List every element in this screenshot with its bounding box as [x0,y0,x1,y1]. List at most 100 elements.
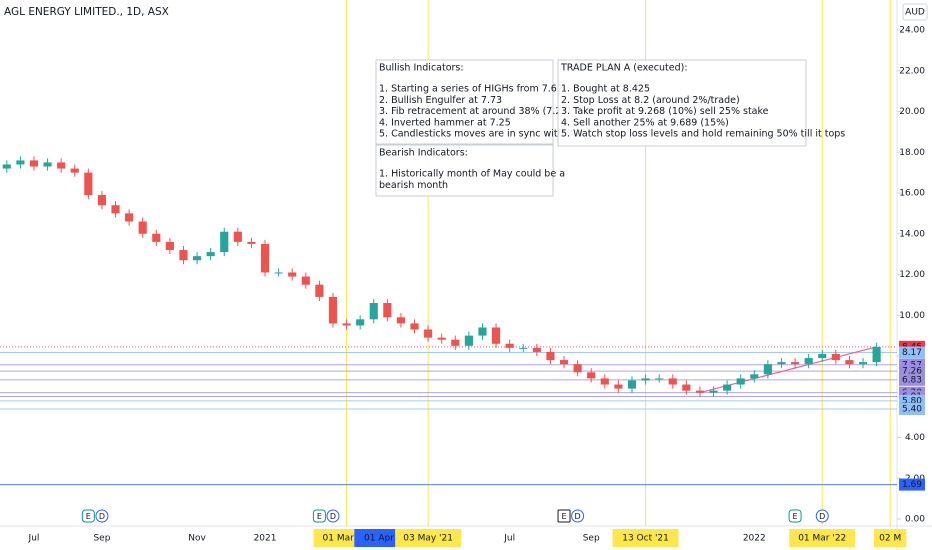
candle-body [872,346,881,363]
candle-body [723,384,732,391]
annotation-item: 4. Inverted hammer at 7.25 [379,117,511,128]
candle-body [342,323,351,326]
annotation-heading: Bullish Indicators: [379,63,464,74]
candle-body [709,390,718,393]
annotation-item: 5. Candlesticks moves are in sync with R… [379,129,582,140]
candle-body [288,272,297,277]
annotation-heading: Bearish Indicators: [379,148,468,159]
candle-body [777,362,786,365]
event-icon [312,509,326,523]
event-label: D [330,512,336,521]
level-label: 7.26 [902,367,922,377]
event-icon [81,509,95,523]
candle-body [260,243,270,273]
candle-body [410,323,419,330]
candle-body [57,162,66,169]
y-tick-label: 18.00 [899,148,925,158]
candle-body [206,252,215,257]
annotation-item: 3. Take profit at 9.268 (10%) sell 25% s… [561,106,769,117]
candle-body [233,231,242,242]
x-tick-label: 01 Mar '22 [798,534,846,544]
candle-body [858,362,868,365]
level-label-box [899,346,925,359]
candle-body [600,378,609,385]
candle-body [220,231,229,253]
candle-body [682,384,691,391]
candle-body [804,358,813,365]
x-label-highlight [789,529,856,547]
currency[interactable]: AUD [905,8,925,18]
annotation-item: 1. Historically month of May could be a [379,169,565,180]
candle-body [831,353,840,361]
candle-body [43,162,52,167]
candle-body [97,195,107,206]
candle-body [424,329,433,338]
event-label: E [793,512,798,521]
x-tick-label: 2022 [743,534,766,544]
candle-body [641,378,650,381]
y-tick-label: 12.00 [899,270,925,280]
candle-body [16,160,25,165]
y-tick-label: 4.00 [905,433,925,443]
y-tick-label: 16.00 [899,189,925,199]
event-label: E [86,512,91,521]
x-tick-label: 01 Apr '21 [364,534,411,544]
candle-body [818,353,827,359]
level-label: 5.40 [902,404,922,414]
candle-body [328,296,338,324]
x-label-highlight [874,529,907,547]
annotation-heading: TRADE PLAN A (executed): [560,63,688,74]
level-label: 6.83 [902,375,922,385]
y-tick-label: 22.00 [899,66,925,76]
event-icon [815,509,829,523]
candle-body [152,233,161,242]
x-tick-label: 13 Oct '21 [622,534,669,544]
x-tick-label: Jul [503,534,515,544]
x-tick-label: 02 M [879,534,901,544]
candle-body [383,303,392,318]
annotation-item: 5. Watch stop loss levels and hold remai… [561,129,845,140]
candle-body [274,272,283,274]
annotation-item: 2. Stop Loss at 8.2 (around 2%/trade) [561,95,740,106]
currency-box[interactable] [902,3,928,21]
candle-body [559,360,569,365]
event-icon [571,509,585,523]
candle-body [165,241,174,251]
candle-body [356,319,365,326]
candle-body [464,335,473,346]
candle-body [111,205,120,214]
candle-body [2,164,11,169]
event-label: D [99,512,105,521]
y-tick-label: 20.00 [899,107,925,117]
candle-body [369,303,378,320]
candle-body [179,250,188,261]
candle-body [301,276,310,285]
event-icon [95,509,109,523]
level-label-box [899,373,925,386]
candle-body [192,256,202,261]
candle-body [451,339,460,346]
x-label-highlight [612,529,679,547]
level-label: 8.17 [902,348,922,358]
event-label: E [317,512,322,521]
candle-body [247,241,256,244]
y-tick-label: 0.00 [905,515,925,525]
level-label-box [899,478,925,491]
x-tick-label: Nov [188,534,206,544]
candle-body [396,317,406,324]
candle-body [505,343,514,348]
x-label-highlight [395,529,462,547]
annotation-item: bearish month [379,180,448,191]
y-tick-label: 24.00 [899,26,925,36]
candle-body [437,337,446,340]
event-label: D [819,512,825,521]
candle-body [70,168,79,173]
level-label: 5.80 [902,396,922,406]
candle-body [790,362,800,365]
chart-title: AGL ENERGY LIMITED., 1D, ASX [4,6,169,18]
annotation-box [557,59,807,147]
x-tick-label: Jul [28,534,40,544]
y-tick-label: 14.00 [899,229,925,239]
candle-body [138,221,147,234]
